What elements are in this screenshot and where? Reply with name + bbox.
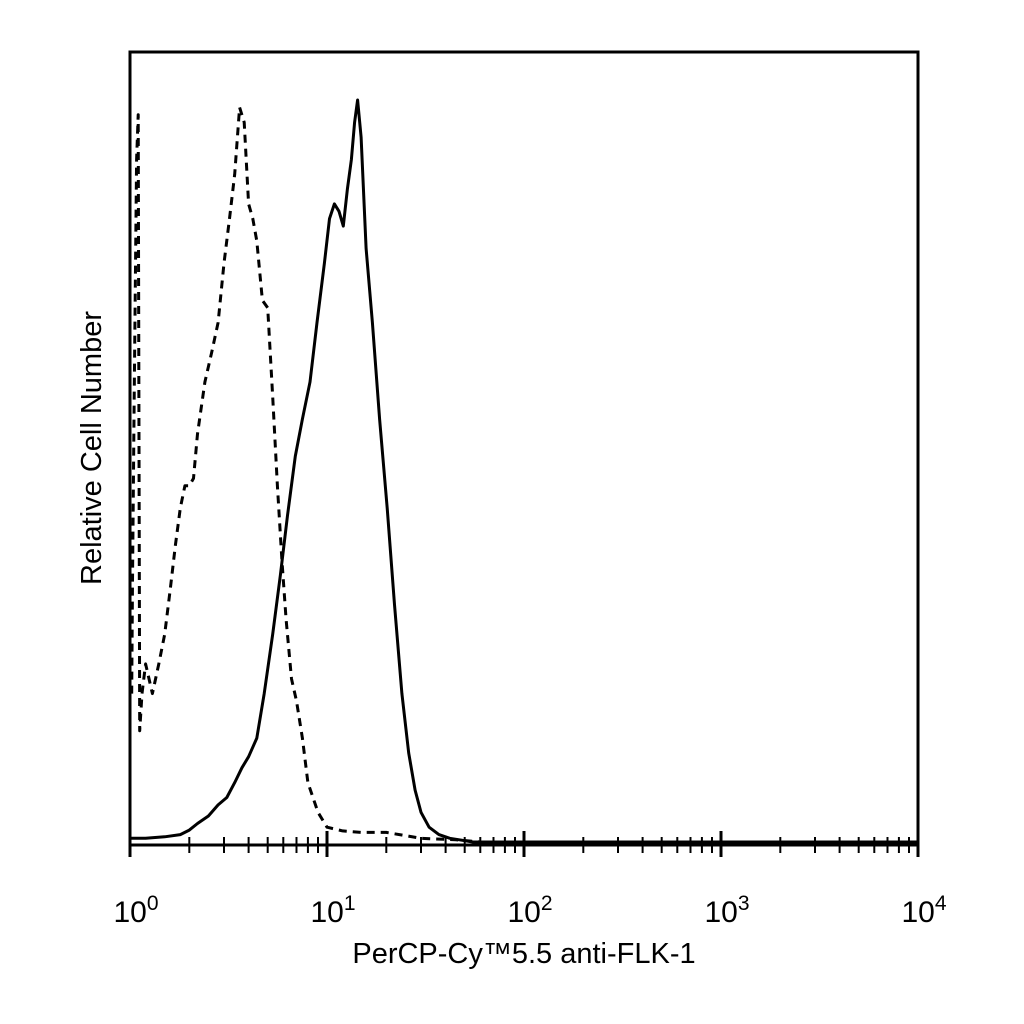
x-axis-title: PerCP-Cy™5.5 anti-FLK-1 <box>352 938 695 970</box>
histogram-dashed-series <box>130 105 918 844</box>
plot-frame <box>128 50 920 847</box>
x-tick-label: 101 <box>310 892 355 929</box>
x-axis-ticks <box>128 831 920 857</box>
y-axis-title: Relative Cell Number <box>76 311 108 585</box>
x-tick-label: 100 <box>113 892 158 929</box>
x-tick-label: 104 <box>901 892 946 929</box>
x-tick-label: 102 <box>507 892 552 929</box>
x-tick-label: 103 <box>704 892 749 929</box>
histogram-solid-series <box>130 98 918 844</box>
series-layer <box>130 98 918 844</box>
x-tick-labels: 100 101 102 103 104 <box>113 892 946 929</box>
